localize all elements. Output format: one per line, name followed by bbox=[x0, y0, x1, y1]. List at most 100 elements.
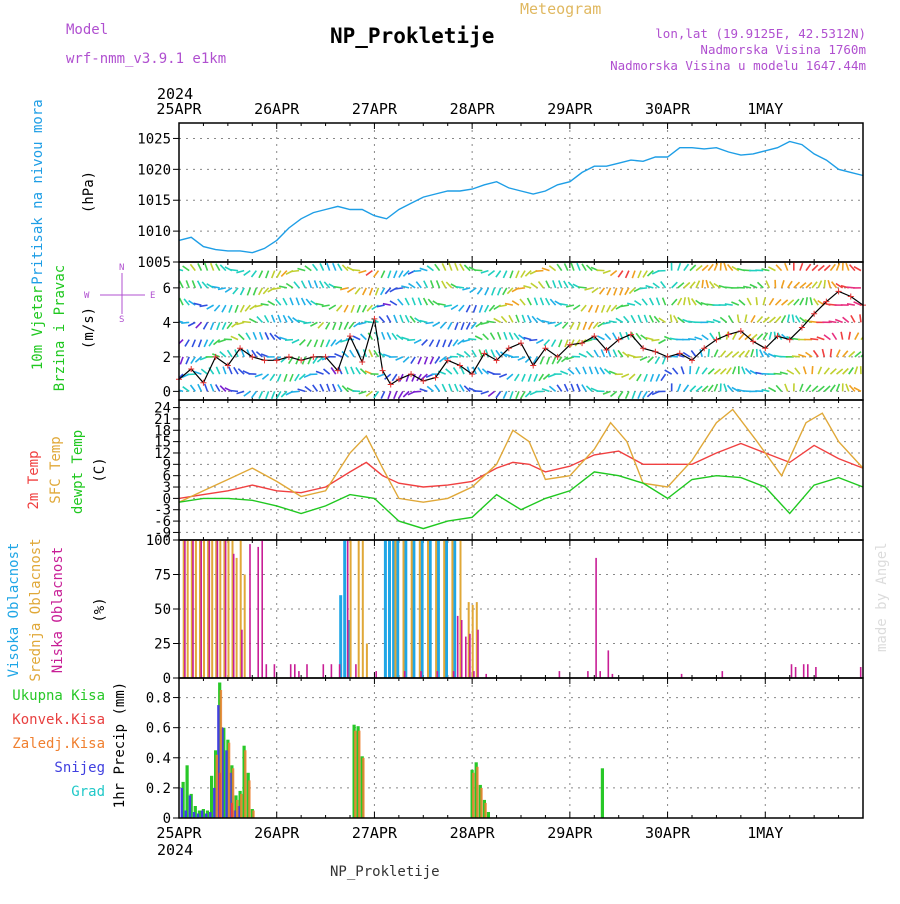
wind-arrow bbox=[485, 305, 489, 312]
wind-arrow bbox=[183, 387, 189, 392]
cloud-bar-2 bbox=[860, 667, 862, 678]
wind-arrow bbox=[577, 384, 580, 391]
wind-arrow bbox=[832, 333, 836, 340]
wind-arrow bbox=[539, 282, 544, 288]
wind-arrow bbox=[349, 322, 354, 328]
wind-arrow bbox=[651, 374, 654, 381]
wind-arrow bbox=[796, 316, 800, 323]
wind-arrow bbox=[449, 263, 452, 271]
panel-frame bbox=[179, 400, 863, 540]
wind-arrow bbox=[412, 298, 415, 306]
wind-arrow bbox=[650, 315, 654, 322]
x-tick-label-bottom: 28APR bbox=[450, 824, 496, 842]
wind-arrow bbox=[446, 369, 452, 374]
wind-arrow bbox=[648, 357, 654, 363]
wind-arrow bbox=[671, 315, 672, 323]
wind-arrow bbox=[403, 357, 409, 362]
precip-bar-1 bbox=[225, 750, 227, 818]
wind-arrow bbox=[234, 367, 238, 374]
cloud-bar-2 bbox=[209, 540, 211, 678]
wind-arrow bbox=[278, 374, 281, 381]
wind-arrow bbox=[295, 374, 299, 381]
wind-arrow bbox=[228, 350, 232, 357]
wind-arrow bbox=[851, 315, 855, 322]
wind-arrow bbox=[557, 264, 562, 271]
wind-arrow bbox=[290, 374, 293, 381]
cloud-bar-1 bbox=[236, 558, 238, 678]
ytick-label: 6 bbox=[163, 281, 171, 297]
wind-arrow bbox=[181, 322, 189, 323]
wind-arrow bbox=[564, 281, 568, 288]
wind-arrow bbox=[614, 288, 617, 296]
wind-arrow bbox=[259, 391, 262, 398]
wind-arrow bbox=[643, 391, 647, 398]
wind-arrow bbox=[211, 263, 214, 270]
wind-arrow bbox=[262, 374, 268, 379]
wind-arrow bbox=[565, 384, 568, 391]
cloud-bar-2 bbox=[355, 664, 357, 678]
wind-arrow bbox=[782, 280, 784, 288]
cloud-bar-2 bbox=[608, 650, 610, 678]
wind-arrow bbox=[483, 334, 489, 340]
wind-arrow bbox=[756, 297, 757, 305]
cloud-bar-2 bbox=[404, 671, 406, 678]
wind-arrow bbox=[370, 288, 373, 296]
wind-arrow bbox=[824, 386, 830, 391]
wind-arrow bbox=[270, 333, 275, 340]
wind-arrow bbox=[806, 264, 811, 271]
cloud-bar-1 bbox=[228, 540, 230, 678]
wind-gust-marker bbox=[347, 333, 353, 339]
wind-arrow bbox=[855, 333, 859, 340]
wind-arrow bbox=[230, 391, 238, 392]
wind-arrow bbox=[632, 391, 635, 399]
wind-arrow bbox=[794, 299, 799, 305]
wind-arrow bbox=[387, 332, 390, 339]
wind-arrow bbox=[644, 315, 647, 322]
panel-frame bbox=[179, 262, 863, 400]
wind-arrow bbox=[464, 351, 470, 356]
wind-arrow bbox=[302, 281, 306, 288]
wind-arrow bbox=[266, 271, 269, 278]
wind-arrow bbox=[491, 333, 495, 340]
wind-arrow bbox=[729, 316, 733, 323]
wind-arrow bbox=[776, 265, 781, 271]
wind-arrow bbox=[620, 288, 623, 295]
panels: 25APR25APR26APR26APR27APR27APR28APR28APR… bbox=[6, 99, 867, 842]
wind-arrow bbox=[339, 322, 342, 330]
wind-arrow bbox=[306, 299, 311, 305]
wind-arrow bbox=[400, 315, 403, 322]
temp-ylabel-dewpt: dewpt Temp bbox=[70, 430, 86, 514]
wind-arrow bbox=[238, 334, 244, 340]
wind-arrow bbox=[179, 281, 183, 288]
wind-arrow bbox=[460, 385, 464, 392]
wind-arrow bbox=[721, 263, 722, 271]
wind-arrow bbox=[514, 333, 519, 339]
wind-arrow bbox=[286, 284, 293, 288]
wind-arrow bbox=[607, 288, 610, 295]
wind-arrow bbox=[638, 271, 641, 278]
wind-arrow bbox=[806, 297, 807, 305]
wind-arrow bbox=[448, 322, 452, 329]
wind-arrow bbox=[665, 370, 672, 374]
ytick-label: 0.8 bbox=[146, 691, 171, 707]
wind-arrow bbox=[843, 369, 849, 375]
model-elevation-label: Nadmorska Visina u modelu 1647.44m bbox=[610, 58, 866, 73]
wind-arrow bbox=[453, 340, 458, 346]
wind-arrow bbox=[861, 351, 867, 357]
precip-legend-1: Konvek.Kisa bbox=[12, 712, 105, 728]
pressure-ylabel: Pritisak na nivou mora bbox=[30, 99, 46, 284]
wind-arrow bbox=[496, 391, 501, 398]
wind-arrow bbox=[235, 305, 238, 312]
wind-arrow bbox=[492, 288, 495, 296]
wind-arrow bbox=[521, 271, 525, 278]
wind-arrow bbox=[702, 335, 708, 340]
wind-arrow bbox=[849, 352, 855, 357]
wind-arrow bbox=[607, 305, 611, 312]
wind-arrow bbox=[582, 385, 586, 392]
wind-arrow bbox=[198, 281, 202, 288]
wind-arrow bbox=[185, 340, 189, 347]
lonlat-label: lon,lat (19.9125E, 42.5312N) bbox=[655, 26, 866, 41]
wind-arrow bbox=[361, 334, 367, 340]
wind-arrow bbox=[180, 357, 183, 365]
